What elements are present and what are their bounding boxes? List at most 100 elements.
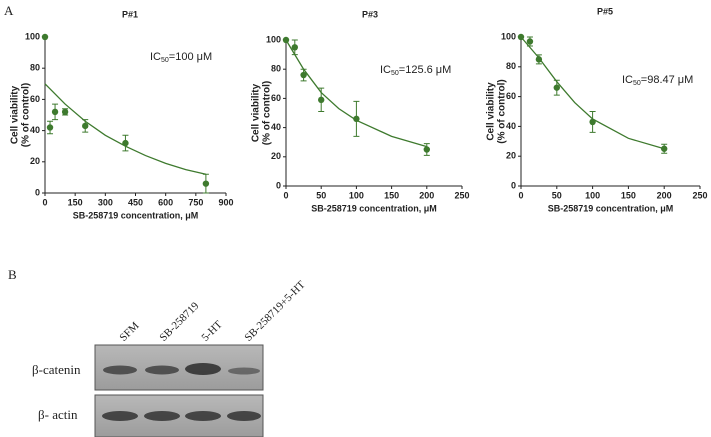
y-tick-label: 40 [506, 121, 516, 131]
data-point [46, 124, 54, 131]
row-label: β-catenin [32, 362, 81, 377]
data-point [291, 44, 298, 51]
data-point [353, 115, 360, 123]
x-tick-label: 250 [454, 190, 469, 200]
data-point [661, 145, 668, 152]
y-tick-label: 80 [271, 64, 281, 74]
y-tick-label: 60 [506, 91, 516, 101]
data-point [51, 108, 59, 116]
x-tick-label: 50 [316, 190, 326, 200]
lane-label: SB-258719 [157, 300, 201, 344]
annotation: IC50=125.6 μM [380, 64, 451, 77]
data-point [282, 36, 290, 44]
annotation-subscript: 50 [161, 57, 169, 64]
data-point [300, 71, 307, 79]
data-point [41, 33, 49, 41]
chart: P#5 0 20 40 60 80 100 0 50 100 150 200 250 SB-258719 … [486, 6, 708, 213]
x-tick-label: 200 [419, 190, 434, 200]
band [102, 411, 138, 421]
band [144, 411, 180, 421]
annotation-text: =100 μM [169, 51, 212, 63]
y-tick-label: 100 [25, 31, 40, 41]
x-tick-label: 100 [585, 190, 600, 200]
panel-label: A [4, 3, 14, 18]
y-tick-label: 40 [271, 122, 281, 132]
annotation-text: IC [150, 51, 161, 63]
data-point [423, 146, 430, 153]
y-tick-label: 0 [511, 180, 516, 190]
western-blot: β-catenin β- actin SFM SB-258719 5-HT SB… [32, 279, 308, 437]
lane-label: SFM [117, 320, 141, 344]
y-axis-label: (% of control) [497, 79, 508, 143]
band [185, 363, 221, 375]
row-label: β- actin [38, 407, 78, 422]
chart: P#3 0 20 40 60 80 100 0 50 100 150 200 250 SB-258719 … [251, 9, 470, 213]
y-axis-label: Cell viability [10, 85, 21, 144]
y-axis-label: (% of control) [262, 81, 273, 145]
bands [102, 363, 261, 421]
data-point [122, 139, 129, 147]
data-point [535, 56, 543, 63]
x-tick-label: 0 [283, 190, 288, 200]
annotation-text: =125.6 μM [399, 64, 452, 76]
y-tick-label: 20 [30, 156, 40, 166]
annotation: IC50=98.47 μM [622, 74, 693, 87]
y-tick-label: 0 [276, 180, 281, 190]
x-tick-label: 750 [188, 197, 203, 207]
y-tick-label: 60 [30, 94, 40, 104]
chart-title: P#5 [597, 6, 613, 16]
y-tick-label: 100 [266, 34, 281, 44]
chart-title: P#3 [362, 9, 378, 19]
x-tick-label: 250 [692, 190, 707, 200]
annotation-subscript: 50 [633, 80, 641, 87]
y-tick-label: 80 [30, 63, 40, 73]
annotation-text: IC [380, 64, 391, 76]
data-point [202, 180, 210, 187]
lane-label: SB-258719+5-HT [242, 279, 307, 344]
x-tick-label: 150 [621, 190, 636, 200]
data-point [589, 118, 596, 126]
annotation: IC50=100 μM [150, 51, 212, 64]
x-axis-label: SB-258719 concentration, μM [548, 203, 674, 213]
y-tick-label: 100 [501, 31, 516, 41]
band [145, 365, 179, 375]
y-tick-label: 60 [271, 93, 281, 103]
data-point [82, 122, 89, 130]
x-tick-label: 200 [657, 190, 672, 200]
data-point [526, 38, 534, 45]
y-tick-label: 80 [506, 61, 516, 71]
x-axis-label: SB-258719 concentration, μM [311, 203, 437, 213]
x-tick-label: 50 [552, 190, 562, 200]
band [227, 411, 261, 421]
annotation-text: IC [622, 74, 633, 86]
x-tick-label: 150 [384, 190, 399, 200]
chart: P#1 0 20 40 60 80 100 0 150 300 450 600 750 900 SB-258… [10, 9, 234, 220]
panel-label: B [8, 267, 17, 282]
data-point [61, 108, 69, 116]
y-tick-label: 20 [271, 151, 281, 161]
y-axis-label: Cell viability [486, 82, 497, 141]
data-point [553, 84, 560, 91]
x-tick-label: 100 [349, 190, 364, 200]
band [185, 411, 221, 421]
y-tick-label: 20 [506, 151, 516, 161]
data-point [517, 33, 525, 41]
x-tick-label: 0 [518, 190, 523, 200]
x-tick-label: 300 [98, 197, 113, 207]
band [228, 367, 260, 375]
x-tick-label: 900 [218, 197, 233, 207]
x-axis-label: SB-258719 concentration, μM [73, 210, 199, 220]
annotation-subscript: 50 [391, 70, 399, 77]
chart-title: P#1 [122, 9, 138, 19]
y-tick-label: 40 [30, 125, 40, 135]
band [103, 365, 137, 375]
x-tick-label: 600 [158, 197, 173, 207]
x-tick-label: 150 [68, 197, 83, 207]
x-tick-label: 0 [42, 197, 47, 207]
x-tick-label: 450 [128, 197, 143, 207]
lane-label: 5-HT [199, 318, 225, 344]
y-axis-label: (% of control) [21, 83, 32, 147]
data-point [318, 96, 325, 104]
annotation-text: =98.47 μM [641, 74, 694, 86]
